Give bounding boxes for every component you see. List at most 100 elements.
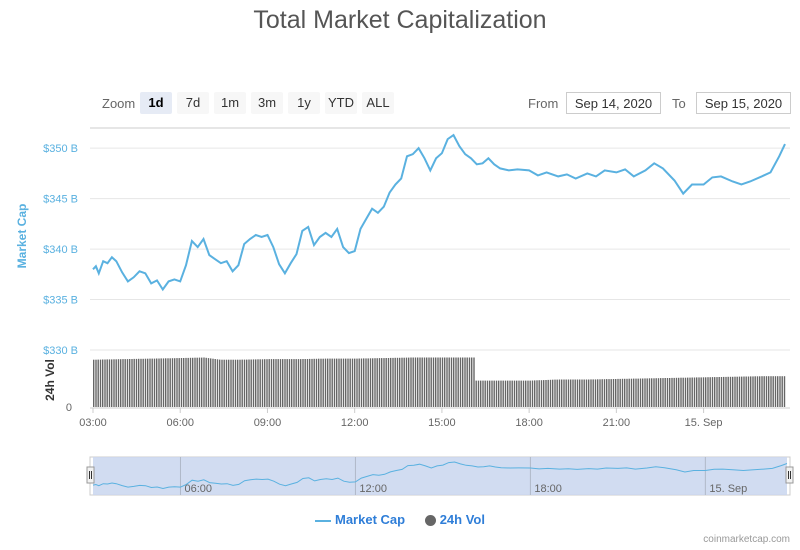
volume-bar [565,379,567,407]
volume-bar [610,379,612,407]
volume-bar [347,358,349,407]
volume-bar [367,358,369,407]
volume-bar [311,358,313,407]
x-tick-label: 03:00 [79,417,107,429]
navigator-left-handle[interactable] [86,466,95,484]
volume-bar [696,377,698,407]
volume-bar [693,377,696,407]
volume-bar [102,359,104,407]
volume-bar [351,358,354,407]
volume-bar [664,378,666,407]
market-cap-line [92,133,786,292]
volume-bar [689,377,691,407]
y-tick-label: $340 B [43,244,78,256]
legend-volume-label: 24h Vol [439,512,485,527]
volume-bar [599,379,601,407]
volume-bar [579,379,581,407]
volume-bar [457,357,459,407]
legend-volume[interactable]: 24h Vol [424,512,485,527]
volume-bar [700,377,702,407]
volume-bar [95,359,97,407]
volume-bar [444,357,446,407]
volume-bar [774,376,777,407]
navigator[interactable]: 06:00 12:00 18:00 15. Sep [86,456,794,496]
zoom-1y-button[interactable]: 1y [288,92,320,114]
volume-bar [502,380,504,407]
volume-bar [228,359,230,407]
volume-bar [455,357,457,407]
to-date-input[interactable]: Sep 15, 2020 [696,92,791,114]
volume-bar [660,378,662,407]
volume-bar [516,380,518,407]
navigator-right-handle[interactable] [785,466,794,484]
volume-bar [777,376,779,407]
volume-bar [466,357,468,407]
volume-bar [203,357,205,407]
volume-bar [187,357,189,407]
volume-bar [711,377,714,407]
zoom-3m-button[interactable]: 3m [251,92,283,114]
volume-bar [588,379,590,407]
volume-bar [264,359,266,407]
volume-bar [765,376,768,407]
volume-bar [484,380,486,407]
volume-bar [727,376,729,407]
volume-bar [327,358,329,407]
credits-link[interactable]: coinmarketcap.com [703,534,790,545]
volume-bar [133,358,135,407]
volume-bar [687,377,689,407]
x-tick-label: 15. Sep [685,417,723,429]
navigator-mask [93,457,787,495]
from-date-input[interactable]: Sep 14, 2020 [566,92,661,114]
volume-bar [142,358,144,407]
volume-bar [538,380,540,407]
volume-bar [448,357,450,407]
volume-bar [183,358,185,407]
volume-bar [682,377,684,407]
volume-bar [214,359,216,407]
zoom-7d-button[interactable]: 7d [177,92,209,114]
legend: Market Cap 24h Vol [0,512,800,527]
volume-bar [603,379,606,407]
zoom-1m-button[interactable]: 1m [214,92,246,114]
volume-bar [432,357,435,407]
volume-bar [277,359,279,407]
volume-bar [628,378,630,407]
volume-bar [612,379,615,407]
volume-bar [439,357,441,407]
volume-bar [180,358,183,407]
zoom-ytd-button[interactable]: YTD [325,92,357,114]
y-tick-label: $345 B [43,194,78,206]
volume-bar [390,357,392,407]
zoom-all-button[interactable]: ALL [362,92,394,114]
volume-bar [736,376,738,407]
volume-bar [507,380,509,407]
volume-bar [273,359,275,407]
to-label: To [672,96,686,111]
volume-bar [637,378,639,407]
volume-bar [252,359,255,407]
volume-bar [642,378,644,407]
volume-bar [709,377,711,407]
volume-bar [545,380,547,407]
volume-bar [428,357,430,407]
volume-bar [714,377,716,407]
volume-bar [302,359,304,407]
volume-bar [410,357,412,407]
volume-bar [329,358,331,407]
legend-market-cap[interactable]: Market Cap [315,512,405,527]
volume-bar [257,359,259,407]
volume-bar [534,380,536,407]
volume-bar [417,357,419,407]
volume-bar [480,380,482,407]
volume-bar [477,380,480,407]
volume-bar [356,358,358,407]
x-tick-label: 18:00 [515,417,543,429]
legend-line-icon [315,519,331,522]
x-tick-label: 15:00 [428,417,456,429]
volume-bar [369,358,372,407]
volume-bar [464,357,466,407]
zoom-1d-button[interactable]: 1d [140,92,172,114]
legend-market-cap-label: Market Cap [335,512,406,527]
